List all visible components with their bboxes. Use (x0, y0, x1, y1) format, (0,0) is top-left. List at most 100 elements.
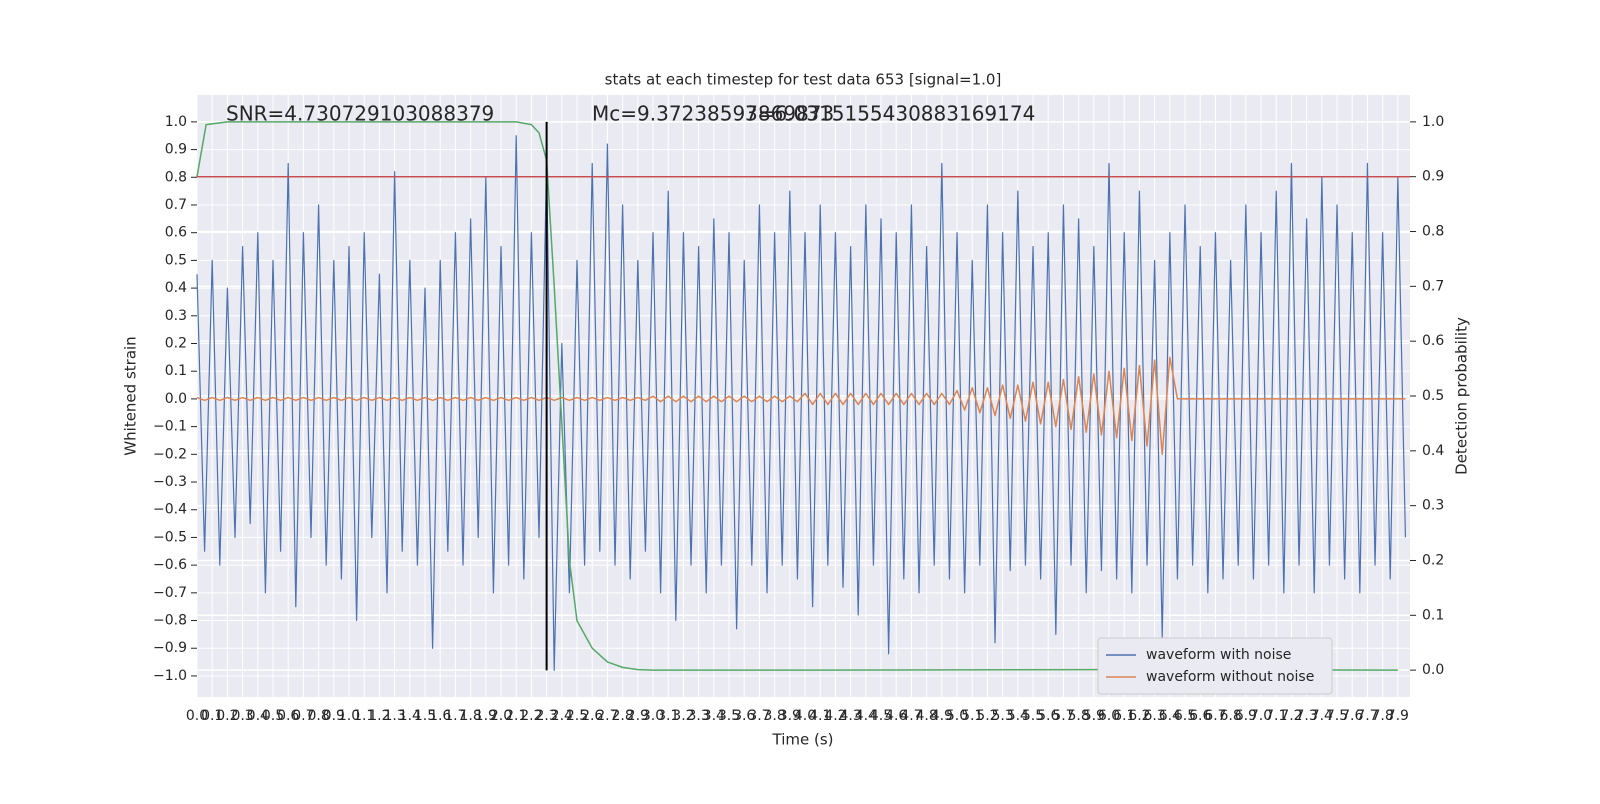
y2-tick-label: 0.1 (1422, 607, 1444, 623)
x-tick-label: 5.5 (1022, 708, 1044, 724)
x-tick-label: 4.5 (870, 708, 892, 724)
x-tick-label: 4.4 (855, 708, 877, 724)
x-tick-label: 6.8 (1220, 708, 1242, 724)
x-tick-label: 0.0 (186, 708, 208, 724)
y-tick-label: 0.4 (165, 280, 187, 296)
y-tick-label: 1.0 (165, 114, 187, 130)
x-tick-label: 0.1 (201, 708, 223, 724)
x-tick-label: 5.1 (961, 708, 983, 724)
y2-tick-label: 0.3 (1422, 498, 1444, 514)
y-tick-label: 0.1 (165, 363, 187, 379)
y2-tick-label: 0.5 (1422, 388, 1444, 404)
x-tick-label: 7.3 (1296, 708, 1318, 724)
x-tick-label: 4.0 (794, 708, 816, 724)
x-tick-label: 1.7 (444, 708, 466, 724)
x-tick-label: 0.4 (247, 708, 269, 724)
y-tick-label: 0.0 (165, 391, 187, 407)
x-tick-label: 5.3 (991, 708, 1013, 724)
legend-label: waveform without noise (1146, 669, 1314, 685)
y-tick-label: 0.5 (165, 252, 187, 268)
x-tick-label: 1.8 (459, 708, 481, 724)
y-tick-label: −0.9 (153, 640, 187, 656)
y-tick-label: −0.3 (153, 474, 187, 490)
x-tick-label: 0.7 (292, 708, 314, 724)
y2-tick-label: 0.7 (1422, 278, 1444, 294)
x-tick-label: 1.9 (475, 708, 497, 724)
y-tick-label: 0.2 (165, 336, 187, 352)
y-tick-label: −0.2 (153, 446, 187, 462)
x-tick-label: 6.3 (1143, 708, 1165, 724)
x-tick-label: 6.5 (1174, 708, 1196, 724)
chart-title: stats at each timestep for test data 653… (605, 71, 1002, 89)
y-tick-label: 0.8 (165, 169, 187, 185)
x-tick-label: 3.6 (733, 708, 755, 724)
x-tick-label: 7.0 (1250, 708, 1272, 724)
x-tick-label: 4.6 (885, 708, 907, 724)
y-tick-label: −0.7 (153, 585, 187, 601)
x-tick-label: 2.7 (596, 708, 618, 724)
x-tick-label: 5.8 (1067, 708, 1089, 724)
y-tick-label: −0.4 (153, 502, 187, 518)
x-tick-label: 6.6 (1189, 708, 1211, 724)
y-tick-label: −0.5 (153, 529, 187, 545)
x-tick-label: 2.0 (490, 708, 512, 724)
x-tick-label: 0.3 (231, 708, 253, 724)
x-tick-label: 4.8 (915, 708, 937, 724)
y2-tick-label: 1.0 (1422, 114, 1444, 130)
x-tick-label: 0.9 (323, 708, 345, 724)
x-tick-label: 2.9 (627, 708, 649, 724)
y-tick-label: −1.0 (153, 668, 187, 684)
y2-tick-label: 0.2 (1422, 552, 1444, 568)
annotation: 3=6.0315155430883169174 (745, 102, 1035, 126)
x-tick-label: 3.1 (657, 708, 679, 724)
x-tick-label: 3.4 (703, 708, 725, 724)
x-tick-label: 2.5 (566, 708, 588, 724)
x-tick-label: 3.9 (779, 708, 801, 724)
x-tick-label: 7.6 (1341, 708, 1363, 724)
x-axis-label: Time (s) (772, 731, 834, 749)
x-tick-label: 4.9 (931, 708, 953, 724)
y-axis-label: Whitened strain (122, 336, 140, 455)
x-tick-label: 5.7 (1052, 708, 1074, 724)
x-tick-label: 1.2 (368, 708, 390, 724)
y2-tick-label: 0.9 (1422, 169, 1444, 185)
x-tick-label: 7.2 (1280, 708, 1302, 724)
x-tick-label: 1.4 (399, 708, 421, 724)
y-tick-label: −0.8 (153, 613, 187, 629)
x-tick-label: 2.3 (535, 708, 557, 724)
x-tick-label: 4.1 (809, 708, 831, 724)
y2-tick-label: 0.0 (1422, 662, 1444, 678)
x-tick-label: 7.8 (1372, 708, 1394, 724)
x-tick-label: 0.2 (216, 708, 238, 724)
x-tick-label: 6.0 (1098, 708, 1120, 724)
x-tick-label: 6.9 (1235, 708, 1257, 724)
annotation: Mc=9.37238597869873 (592, 102, 834, 126)
x-tick-label: 0.6 (277, 708, 299, 724)
x-tick-label: 3.8 (763, 708, 785, 724)
x-tick-label: 2.1 (505, 708, 527, 724)
x-tick-label: 1.5 (414, 708, 436, 724)
y2-tick-label: 0.6 (1422, 333, 1444, 349)
x-tick-label: 4.3 (839, 708, 861, 724)
y2-tick-label: 0.8 (1422, 224, 1444, 240)
y2-tick-label: 0.4 (1422, 443, 1444, 459)
x-tick-label: 7.1 (1265, 708, 1287, 724)
x-tick-label: 3.7 (748, 708, 770, 724)
legend-label: waveform with noise (1146, 647, 1291, 663)
legend-box (1097, 637, 1333, 695)
x-tick-label: 5.6 (1037, 708, 1059, 724)
x-tick-label: 5.2 (976, 708, 998, 724)
x-tick-label: 6.4 (1159, 708, 1181, 724)
x-tick-label: 5.9 (1083, 708, 1105, 724)
series-line (196, 356, 1406, 456)
x-tick-label: 1.6 (429, 708, 451, 724)
y-tick-label: −0.1 (153, 419, 187, 435)
y-tick-label: 0.6 (165, 225, 187, 241)
y-tick-label: −0.6 (153, 557, 187, 573)
x-tick-label: 1.3 (383, 708, 405, 724)
x-tick-label: 6.1 (1113, 708, 1135, 724)
x-tick-label: 4.2 (824, 708, 846, 724)
x-tick-label: 1.1 (353, 708, 375, 724)
x-tick-label: 6.7 (1204, 708, 1226, 724)
